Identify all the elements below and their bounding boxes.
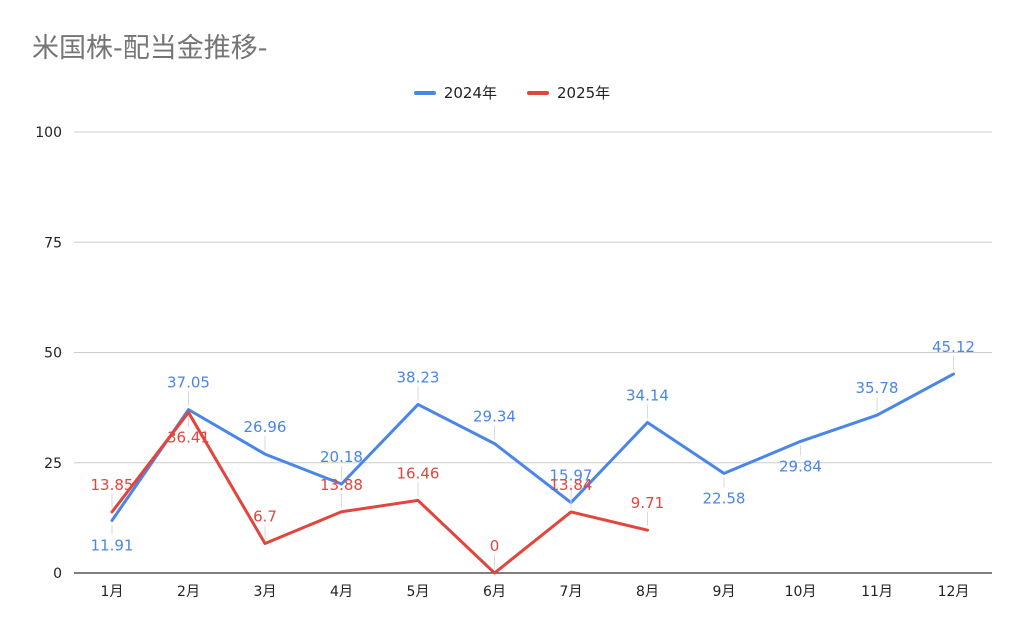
data-label-2024: 34.14 — [626, 386, 669, 404]
data-label-2024: 20.18 — [320, 448, 363, 466]
y-tick-labels: 0 25 50 75 100 — [35, 125, 62, 582]
y-tick-label: 0 — [53, 566, 62, 582]
y-tick-label: 75 — [44, 235, 62, 251]
y-tick-label: 25 — [44, 456, 62, 472]
gridlines — [74, 131, 992, 574]
series-line-2024 — [110, 372, 955, 522]
series-line-2025 — [110, 410, 649, 575]
data-label-2024: 15.97 — [550, 467, 593, 485]
series-lines — [110, 372, 955, 575]
data-label-2024: 22.58 — [703, 489, 746, 507]
data-label-2025: 36.41 — [167, 428, 210, 446]
x-tick-label: 8月 — [636, 584, 659, 600]
x-tick-label: 10月 — [785, 584, 817, 600]
data-label-2025: 13.84 — [550, 476, 593, 494]
data-label-2025: 9.71 — [631, 494, 664, 512]
legend-item-2025[interactable]: 2025年 — [527, 82, 610, 103]
data-label-2024: 37.05 — [167, 374, 210, 392]
data-label-2024: 29.84 — [779, 457, 822, 475]
data-label-2024: 35.78 — [856, 379, 899, 397]
x-tick-label: 6月 — [483, 584, 506, 600]
y-tick-label: 50 — [44, 346, 62, 362]
x-tick-labels: 1月 2月 3月 4月 5月 6月 7月 8月 9月 10月 11月 12月 — [101, 584, 970, 600]
x-tick-label: 9月 — [713, 584, 736, 600]
legend: 2024年 2025年 — [0, 82, 1024, 103]
x-tick-label: 2月 — [177, 584, 200, 600]
legend-swatch-2024 — [413, 90, 436, 95]
data-label-2024: 38.23 — [397, 368, 440, 386]
x-tick-label: 7月 — [560, 584, 583, 600]
x-tick-label: 11月 — [861, 584, 893, 600]
data-label-2024: 11.91 — [91, 536, 134, 554]
data-label-2025: 13.88 — [320, 476, 363, 494]
y-tick-label: 100 — [35, 125, 62, 141]
x-tick-label: 4月 — [330, 584, 353, 600]
data-labels: 11.91 37.05 26.96 20.18 38.23 29.34 15.97 34.14… — [91, 338, 975, 555]
legend-label-2024: 2024年 — [443, 84, 497, 102]
data-label-2025: 6.7 — [253, 507, 277, 525]
data-label-2025: 13.85 — [91, 476, 134, 494]
legend-swatch-2025 — [527, 90, 549, 95]
chart-title: 米国株-配当金推移- — [32, 33, 268, 64]
data-label-2024: 45.12 — [932, 338, 975, 356]
x-tick-label: 1月 — [101, 584, 124, 600]
data-label-2024: 26.96 — [244, 418, 287, 436]
x-tick-label: 3月 — [254, 584, 277, 600]
data-label-2024: 29.34 — [473, 408, 516, 426]
data-label-2025: 16.46 — [397, 464, 440, 482]
legend-label-2025: 2025年 — [557, 84, 611, 102]
label-leaders — [111, 356, 954, 569]
x-tick-label: 5月 — [407, 584, 430, 600]
data-label-2025: 0 — [490, 537, 500, 555]
x-tick-label: 12月 — [938, 584, 970, 600]
legend-item-2024[interactable]: 2024年 — [413, 82, 497, 103]
